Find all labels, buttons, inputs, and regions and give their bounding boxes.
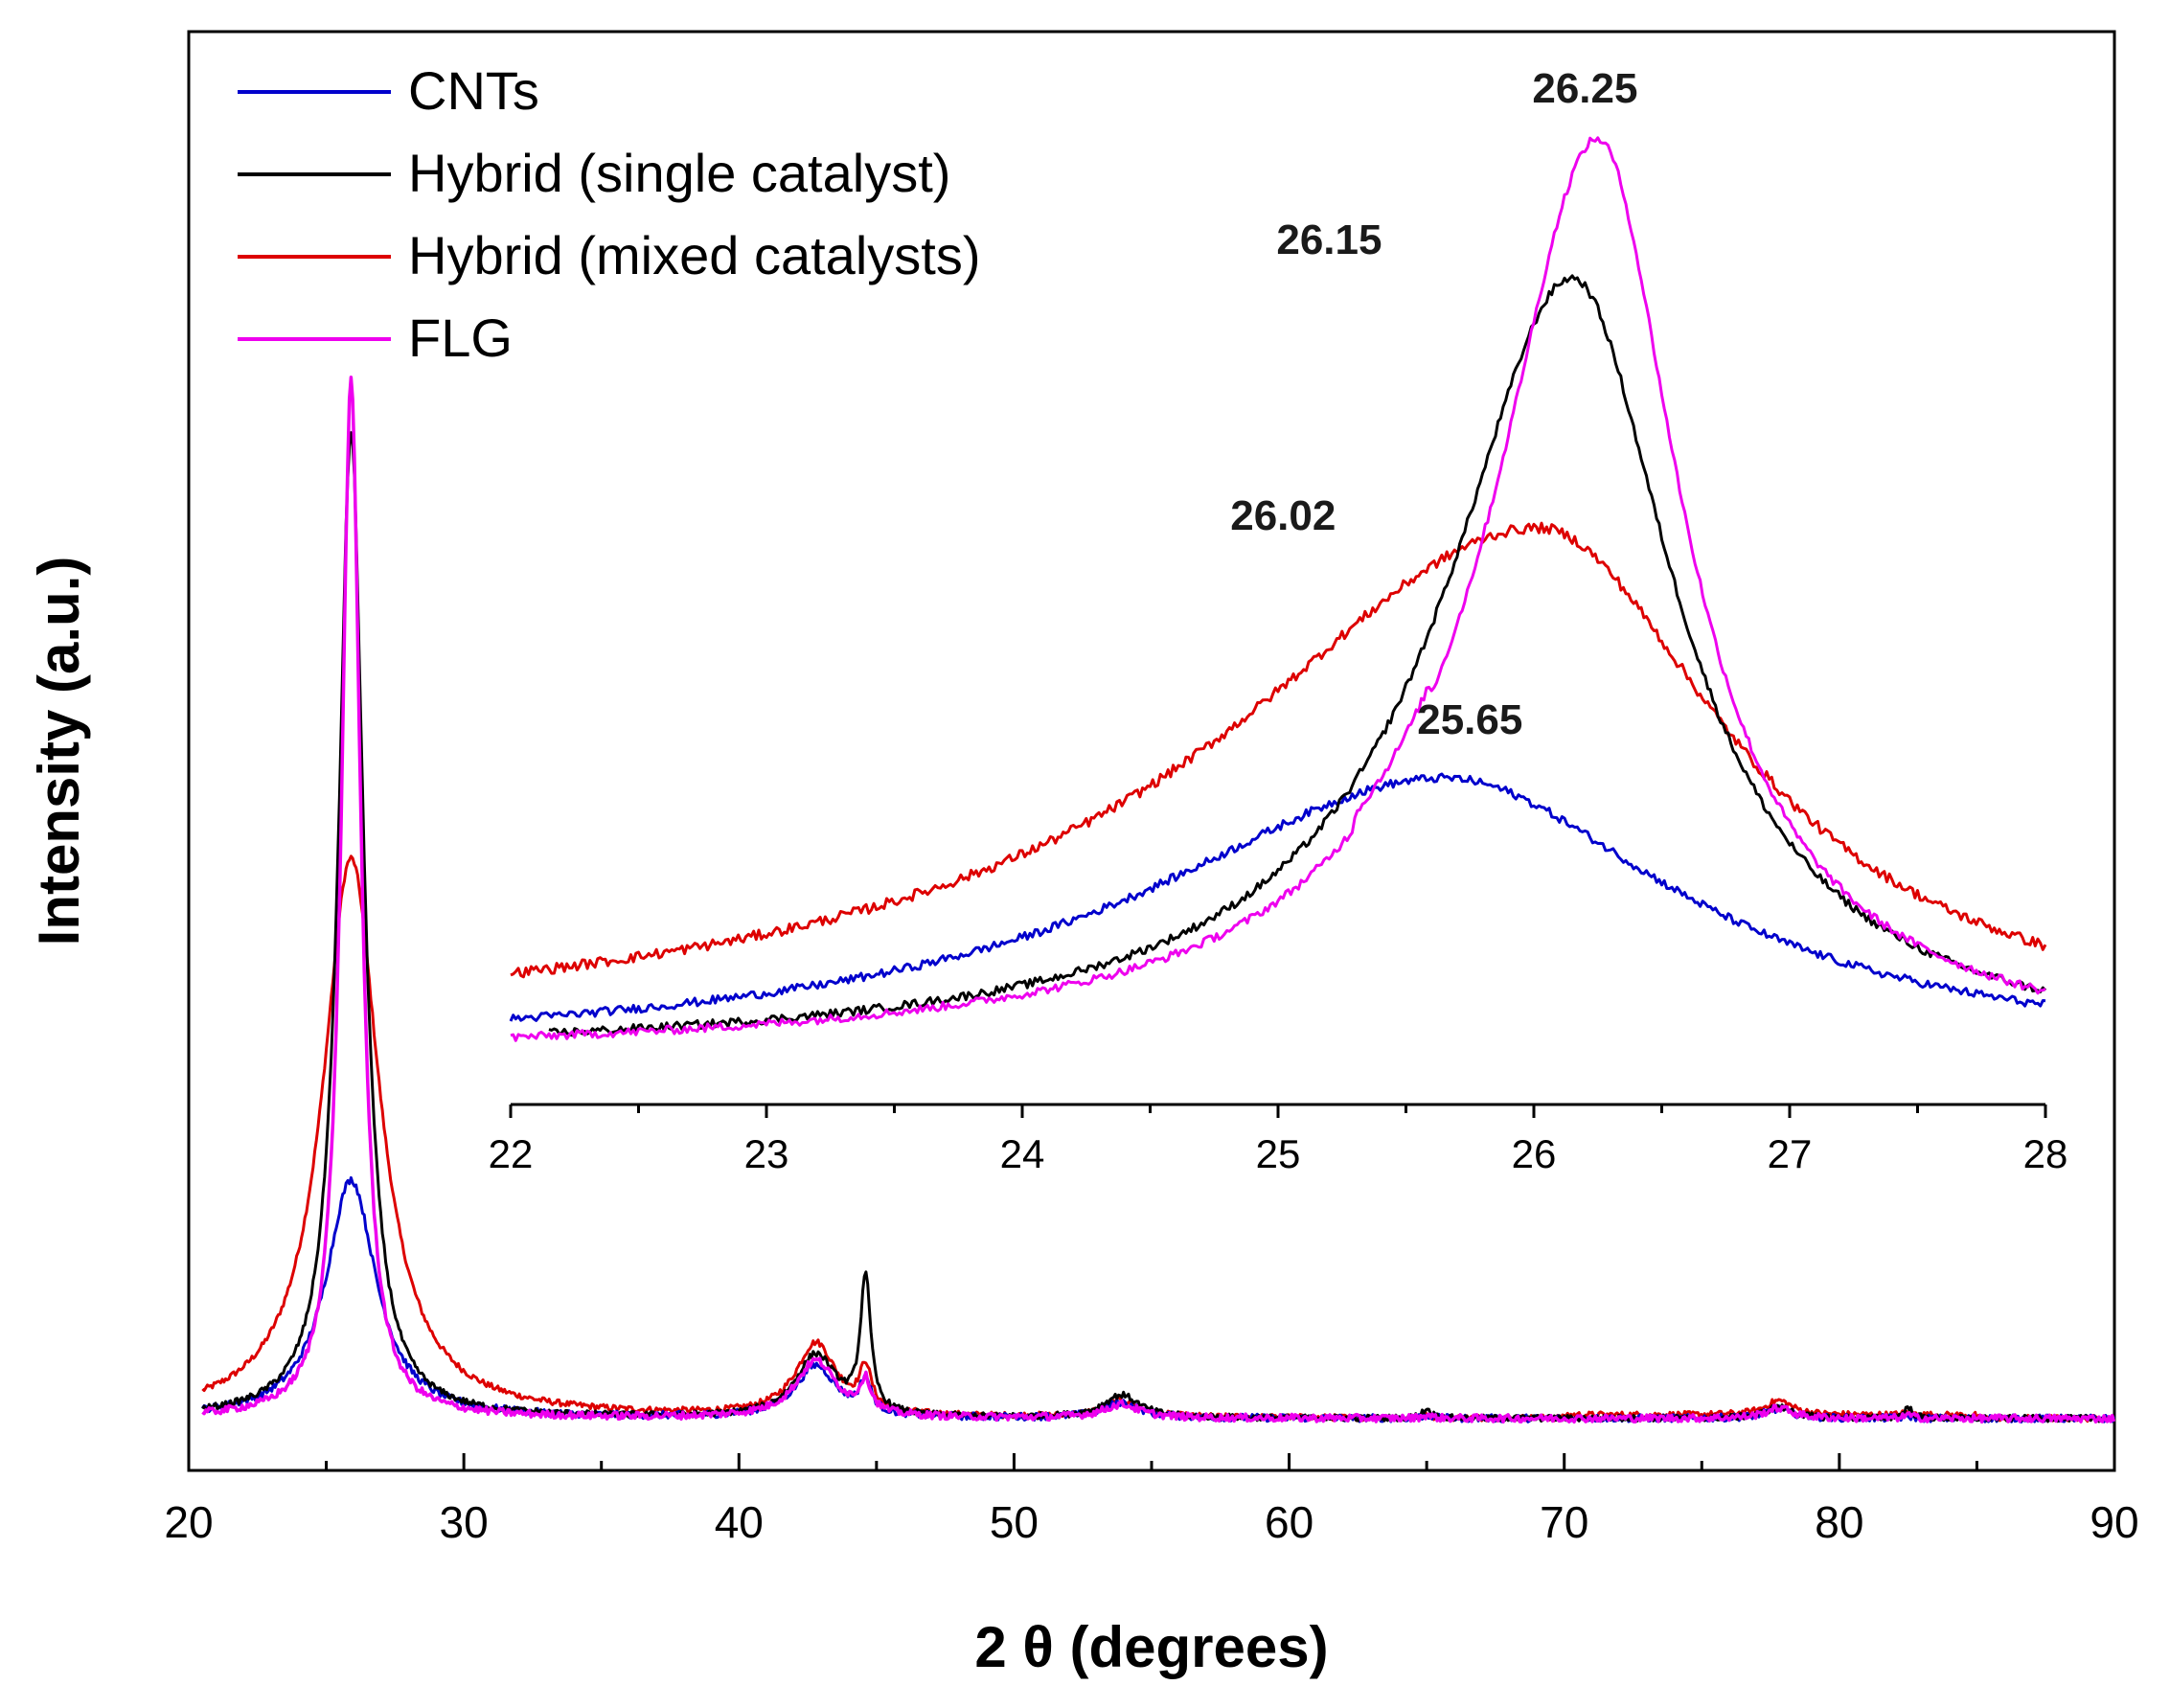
legend-label-cnts: CNTs <box>408 60 539 121</box>
inset-series-flg <box>510 136 2046 1042</box>
inset-peak-label-hybrid-single-catalyst: 26.15 <box>1276 216 1382 263</box>
inset-x-tick-label: 28 <box>2023 1131 2068 1176</box>
inset-x-tick-label: 25 <box>1256 1131 1301 1176</box>
legend-label-flg: FLG <box>408 307 513 368</box>
main-x-tick-label: 50 <box>990 1497 1039 1547</box>
inset-x-tick-label: 27 <box>1768 1131 1813 1176</box>
inset-peak-label-cnts: 25.65 <box>1417 696 1522 743</box>
inset-x-tick-label: 22 <box>489 1131 534 1176</box>
inset-series-hybrid-single-catalyst <box>548 274 2047 1037</box>
main-x-tick-label: 90 <box>2090 1497 2138 1547</box>
main-x-tick-label: 80 <box>1815 1497 1863 1547</box>
main-x-tick-label: 70 <box>1540 1497 1588 1547</box>
main-x-tick-label: 20 <box>164 1497 213 1547</box>
main-x-tick-label: 40 <box>715 1497 764 1547</box>
inset-plot-series <box>509 136 2047 1042</box>
y-axis-title: Intensity (a.u.) <box>27 557 91 946</box>
inset-x-tick-label: 23 <box>744 1131 789 1176</box>
inset-x-tick-label: 26 <box>1512 1131 1557 1176</box>
legend-label-hybrid-mixed-catalysts: Hybrid (mixed catalysts) <box>408 225 980 285</box>
main-plot-series <box>201 376 2116 1424</box>
main-x-tick-label: 60 <box>1265 1497 1313 1547</box>
main-x-axis: 20 30 40 50 60 70 80 90 <box>164 1453 2139 1547</box>
inset-peak-labels: 26.02 25.65 26.15 26.25 <box>1230 65 1637 743</box>
inset-series-cnts <box>509 772 2046 1022</box>
legend: CNTs Hybrid (single catalyst) Hybrid (mixe… <box>238 60 980 368</box>
inset-x-tick-label: 24 <box>1000 1131 1045 1176</box>
x-axis-title: 2 θ (degrees) <box>974 1615 1328 1679</box>
inset-peak-label-hybrid-mixed-catalysts: 26.02 <box>1230 492 1336 539</box>
main-series-flg <box>201 376 2116 1424</box>
inset-series-hybrid-mixed-catalysts <box>510 521 2047 979</box>
main-x-tick-label: 30 <box>440 1497 489 1547</box>
inset-x-axis: 22 23 24 25 26 27 28 <box>489 1103 2068 1176</box>
inset-peak-label-flg: 26.25 <box>1532 65 1637 112</box>
legend-label-hybrid-single-catalyst: Hybrid (single catalyst) <box>408 143 950 203</box>
